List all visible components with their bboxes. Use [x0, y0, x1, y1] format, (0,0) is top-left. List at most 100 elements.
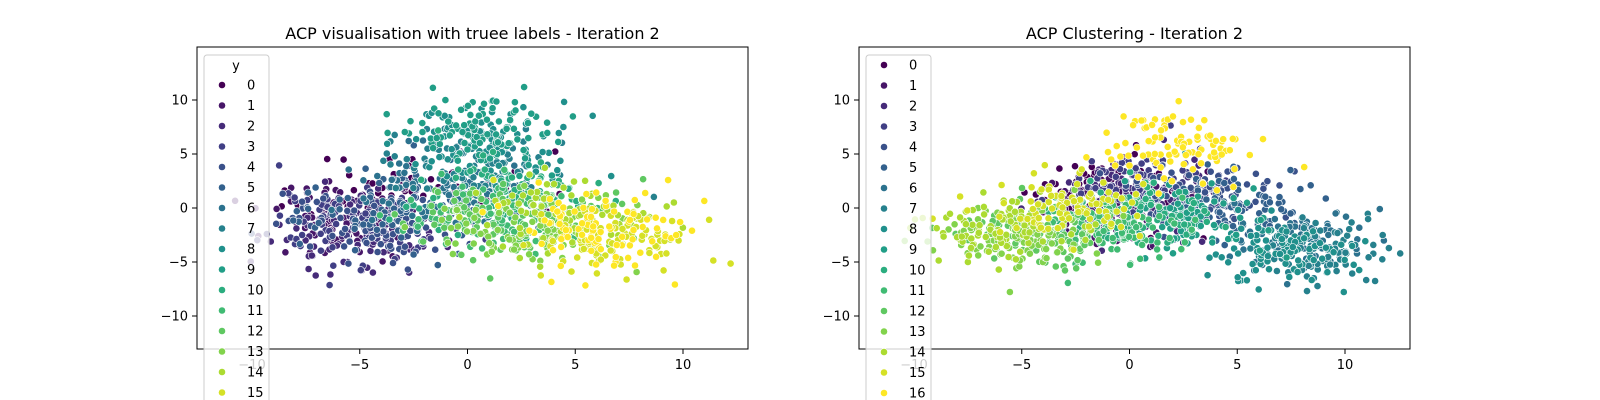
scatter-point: [1254, 285, 1263, 294]
scatter-point: [557, 235, 566, 243]
scatter-point: [638, 231, 647, 240]
scatter-point: [1229, 194, 1238, 202]
scatter-point: [579, 203, 588, 212]
scatter-point: [1138, 240, 1146, 249]
scatter-point: [626, 216, 634, 224]
scatter-point: [464, 101, 472, 110]
scatter-point: [1055, 164, 1064, 173]
scatter-point: [515, 254, 524, 262]
scatter-point: [1251, 197, 1260, 206]
x-tick-label: 10: [675, 358, 692, 373]
scatter-point: [1324, 230, 1333, 239]
legend-label: 3: [247, 140, 255, 155]
legend-marker: [880, 389, 888, 397]
scatter-point: [974, 251, 983, 260]
scatter-point: [1117, 222, 1125, 231]
scatter-point: [506, 116, 514, 124]
legend-marker: [880, 184, 888, 192]
scatter-point: [343, 206, 352, 215]
scatter-point: [1277, 205, 1286, 214]
scatter-point: [980, 202, 988, 211]
scatter-point: [1116, 152, 1125, 161]
scatter-point: [1053, 224, 1062, 233]
legend-label: 12: [247, 325, 264, 340]
scatter-point: [451, 239, 460, 248]
scatter-point: [519, 241, 528, 250]
scatter-point: [593, 269, 601, 278]
scatter-point: [996, 228, 1004, 236]
scatter-point: [1322, 243, 1330, 252]
scatter-point: [578, 230, 586, 239]
scatter-point: [400, 128, 409, 136]
scatter-point: [588, 205, 596, 214]
scatter-point: [1262, 236, 1270, 245]
scatter-point: [1170, 147, 1179, 156]
scatter-point: [409, 184, 418, 192]
legend-marker: [880, 348, 888, 356]
scatter-point: [452, 206, 461, 214]
scatter-point: [1283, 280, 1292, 289]
scatter-point: [1077, 165, 1086, 174]
scatter-point: [328, 231, 337, 240]
scatter-point: [433, 261, 442, 269]
scatter-point: [630, 196, 639, 204]
x-tick-label: 5: [1233, 358, 1241, 373]
scatter-point: [1234, 205, 1242, 214]
scatter-point: [434, 126, 443, 135]
scatter-point: [520, 181, 529, 190]
scatter-point: [1364, 215, 1372, 223]
scatter-point: [1112, 142, 1121, 150]
x-tick-label: 5: [571, 358, 579, 373]
scatter-point: [1230, 174, 1238, 183]
scatter-point: [508, 173, 516, 182]
scatter-point: [1296, 185, 1305, 193]
scatter-point: [1219, 199, 1228, 208]
scatter-point: [1132, 190, 1140, 199]
legend-marker: [880, 245, 888, 254]
scatter-point: [486, 154, 494, 163]
scatter-point: [275, 161, 283, 170]
scatter-point: [426, 234, 435, 243]
scatter-point: [1180, 220, 1189, 229]
scatter-point: [1120, 205, 1128, 214]
legend-marker: [880, 81, 888, 90]
scatter-point: [511, 106, 520, 115]
scatter-point: [395, 159, 404, 168]
scatter-point: [1246, 231, 1255, 240]
scatter-point: [369, 209, 378, 218]
scatter-point: [1201, 188, 1209, 197]
scatter-point: [979, 188, 988, 197]
scatter-point: [1239, 269, 1248, 277]
chart-panel-1: ACP visualisation with truee labels - It…: [161, 24, 749, 400]
scatter-point: [455, 213, 464, 222]
scatter-point: [1111, 161, 1120, 170]
scatter-point: [390, 130, 399, 139]
scatter-point: [471, 205, 480, 214]
scatter-point: [1375, 205, 1384, 213]
scatter-point: [463, 227, 471, 236]
scatter-point: [1202, 217, 1211, 226]
chart-2-yticks: −10 −5 0 5 10: [823, 94, 859, 325]
y-tick-label: 0: [842, 202, 850, 217]
scatter-point: [457, 105, 465, 114]
scatter-point: [963, 206, 972, 215]
scatter-point: [514, 199, 523, 208]
legend-marker: [218, 347, 226, 356]
scatter-point: [304, 204, 312, 213]
scatter-point: [441, 96, 450, 104]
scatter-point: [1067, 230, 1076, 239]
scatter-point: [1210, 197, 1219, 206]
scatter-point: [475, 138, 484, 147]
scatter-point: [1303, 287, 1311, 295]
scatter-point: [1158, 223, 1167, 231]
scatter-point: [629, 210, 638, 218]
scatter-point: [1037, 223, 1045, 232]
scatter-point: [1194, 150, 1203, 159]
legend-label: 5: [909, 161, 917, 176]
scatter-point: [470, 213, 479, 222]
scatter-point: [1300, 224, 1308, 232]
x-tick-label: 0: [1125, 358, 1133, 373]
